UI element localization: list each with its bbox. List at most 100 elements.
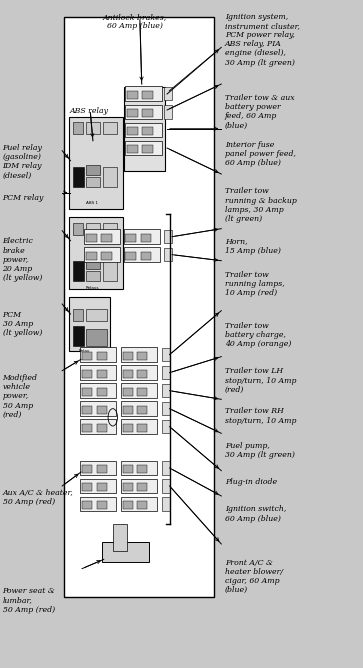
Bar [127,110,138,118]
Bar [140,234,151,242]
Bar [80,347,117,362]
Bar [121,420,157,434]
Bar [142,128,153,136]
Text: Interior fuse
panel power feed,
60 Amp (blue): Interior fuse panel power feed, 60 Amp (… [225,141,296,167]
Bar [123,370,133,378]
Bar [121,347,157,362]
Bar [137,370,147,378]
Bar [86,252,97,260]
Bar [73,223,83,235]
Bar [80,365,117,380]
Bar [73,168,84,187]
Bar [86,259,100,269]
Bar [73,326,84,346]
Text: Fuel relay
(gasoline)
IDM relay
(diesel): Fuel relay (gasoline) IDM relay (diesel) [3,144,42,180]
Bar [126,86,162,101]
Text: Ignition switch,
60 Amp (blue): Ignition switch, 60 Amp (blue) [225,505,286,522]
Bar [137,501,147,509]
Bar [127,128,138,136]
Bar [137,388,147,396]
Bar [126,141,162,156]
Bar [82,370,92,378]
Bar [97,501,107,509]
Bar [126,252,136,260]
Bar [124,88,165,171]
Bar [126,105,162,120]
Bar [142,110,153,118]
Bar [142,91,153,99]
Bar [103,223,117,235]
Bar [121,401,157,416]
Text: PCM
30 Amp
(lt yellow): PCM 30 Amp (lt yellow) [3,311,42,337]
Bar [82,406,92,414]
Bar [162,462,170,475]
Bar [124,247,160,262]
Bar [127,91,138,99]
Bar [164,87,172,100]
Bar [80,461,117,476]
Bar [162,366,170,379]
Bar [80,479,117,494]
Bar [73,309,83,321]
Text: ABS 1: ABS 1 [86,200,98,204]
Text: Fuel pump,
30 Amp (lt green): Fuel pump, 30 Amp (lt green) [225,442,295,459]
Text: Plug-in diode: Plug-in diode [225,478,277,486]
Text: Trailer tow & aux
battery power
feed, 60 Amp
(blue): Trailer tow & aux battery power feed, 60… [225,94,294,130]
Bar [86,122,100,134]
Bar [137,424,147,432]
Bar [97,388,107,396]
Text: Horn,
15 Amp (blue): Horn, 15 Amp (blue) [225,237,281,255]
Bar [123,483,133,492]
Bar [137,483,147,492]
Bar [162,348,170,361]
Bar [137,352,147,360]
Bar [121,479,157,494]
Bar [80,420,117,434]
Bar [101,252,112,260]
Bar [69,216,123,289]
Bar [103,168,117,187]
Bar [103,122,117,134]
Bar [127,145,138,154]
Bar [102,542,149,562]
Bar [121,383,157,398]
Bar [86,166,100,175]
Bar [86,309,107,321]
Bar [123,388,133,396]
Bar [80,383,117,398]
Bar [84,247,120,262]
Text: Trailer tow LH
stop/turn, 10 Amp
(red): Trailer tow LH stop/turn, 10 Amp (red) [225,367,297,393]
Bar [137,465,147,474]
Bar [82,424,92,432]
Bar [162,420,170,434]
Bar [84,229,120,244]
Text: Trailer tow
running lamps,
10 Amp (red): Trailer tow running lamps, 10 Amp (red) [225,271,285,297]
Bar [69,297,110,351]
Bar [113,524,127,550]
Bar [121,461,157,476]
Bar [140,252,151,260]
Bar [123,501,133,509]
Bar [86,177,100,187]
Bar [123,465,133,474]
Text: Modified
vehicle
power,
50 Amp
(red): Modified vehicle power, 50 Amp (red) [3,374,37,419]
Bar [126,123,162,138]
Bar [64,17,214,597]
Bar [123,406,133,414]
Bar [69,117,123,208]
Bar [121,496,157,511]
Text: Electric
brake
power,
20 Amp
(lt yellow): Electric brake power, 20 Amp (lt yellow) [3,237,42,282]
Text: Relay: Relay [78,349,90,353]
Text: Trailer tow RH
stop/turn, 10 Amp: Trailer tow RH stop/turn, 10 Amp [225,407,297,425]
Bar [126,234,136,242]
Text: Antilock brakes,
60 Amp (blue): Antilock brakes, 60 Amp (blue) [102,13,167,30]
Text: Ignition system,
instrument cluster,
PCM power relay,
ABS relay, PIA
engine (die: Ignition system, instrument cluster, PCM… [225,13,300,67]
Bar [82,483,92,492]
Text: Power seat &
lumbar,
50 Amp (red): Power seat & lumbar, 50 Amp (red) [3,587,55,614]
Bar [124,229,160,244]
Bar [101,234,112,242]
Bar [82,352,92,360]
Bar [137,406,147,414]
Bar [123,352,133,360]
Bar [97,370,107,378]
